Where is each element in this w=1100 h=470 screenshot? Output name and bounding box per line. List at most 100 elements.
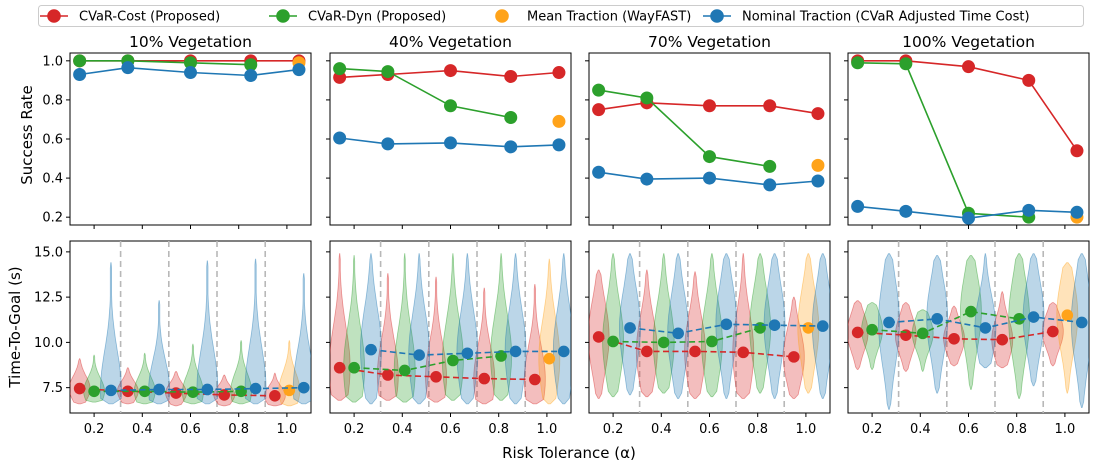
series-line — [857, 62, 1029, 218]
time-to-goal-panel-40-vegetation: 0.2 0.4 0.6 0.8 1.0 — [326, 240, 572, 437]
series-cvar-cost-proposed — [592, 96, 825, 121]
legend-frame — [38, 5, 1084, 27]
median-point — [447, 354, 459, 367]
data-point — [552, 66, 566, 80]
median-point — [430, 370, 442, 383]
y-tick-label: 0.2 — [42, 211, 63, 226]
axes-frame — [847, 52, 1090, 226]
violin — [635, 269, 658, 398]
medians-cvar-cost-proposed — [851, 325, 1059, 346]
median-point — [996, 333, 1009, 346]
median-point — [1047, 325, 1059, 338]
plot-area — [589, 241, 830, 413]
violins-cvar-cost-proposed — [330, 253, 546, 405]
series-nominal-traction-cvar-adjusted-time-cost — [851, 199, 1084, 225]
data-point — [504, 111, 518, 124]
violins-mean-traction-wayfast — [1056, 262, 1079, 394]
violin — [376, 273, 399, 401]
violin — [244, 258, 267, 405]
median-point — [398, 364, 411, 377]
violin — [490, 253, 513, 401]
data-point — [851, 199, 865, 213]
plot-area — [73, 54, 306, 82]
violin — [700, 253, 723, 398]
violins-nominal-traction-cvar-adjusted-time-cost — [360, 253, 571, 405]
median-point — [138, 385, 151, 398]
chart-panels: 1.0 0.8 0.6 0.4 0.2 10% Vegetation 40% Vegetat… — [34, 33, 1090, 437]
median-point — [235, 385, 247, 398]
medians-mean-traction-wayfast — [802, 322, 815, 334]
series-mean-traction-wayfast — [552, 114, 566, 128]
medians-mean-traction-wayfast — [283, 384, 296, 397]
data-point — [552, 114, 566, 128]
data-point — [899, 57, 913, 71]
data-point — [444, 99, 457, 113]
data-point — [763, 99, 777, 113]
legend: CVaR-Cost (Proposed) CVaR-Dyn (Proposed) M… — [38, 5, 1084, 27]
violin — [552, 253, 571, 405]
success-rate-panel-10-vegetation: 1.0 0.8 0.6 0.4 0.2 10% Vegetation — [42, 33, 312, 229]
x-tick-label: 0.8 — [228, 422, 249, 437]
violin — [524, 284, 546, 405]
median-point — [495, 350, 507, 362]
medians-mean-traction-wayfast — [1061, 309, 1074, 322]
x-tick-label: 0.2 — [344, 422, 365, 437]
legend-label: Mean Traction (WayFAST) — [527, 10, 691, 25]
data-point — [899, 204, 913, 218]
axes-frame — [69, 52, 312, 226]
x-tick-label: 0.4 — [910, 422, 931, 437]
data-point — [121, 61, 135, 75]
series-nominal-traction-cvar-adjusted-time-cost — [333, 131, 566, 154]
y-tick-label: 0.8 — [42, 93, 63, 108]
data-point — [504, 140, 518, 154]
violin — [425, 276, 447, 403]
median-point — [965, 305, 977, 318]
y-tick-label: 15.0 — [34, 245, 63, 260]
data-point — [811, 158, 825, 172]
median-point — [1061, 309, 1074, 322]
plot-area — [851, 54, 1084, 225]
success-rate-panel-40-vegetation: 40% Vegetation — [326, 33, 572, 229]
median-point — [73, 382, 86, 395]
violin — [1070, 253, 1089, 408]
data-point — [703, 150, 716, 164]
median-point — [851, 326, 864, 339]
data-point — [1070, 205, 1084, 219]
axes-frame — [69, 240, 312, 414]
data-point — [333, 62, 347, 76]
axes-frame — [329, 240, 572, 414]
median-point — [297, 381, 310, 394]
data-point — [763, 159, 777, 173]
median-point — [816, 320, 829, 332]
data-point — [444, 136, 457, 150]
y-tick-label: 1.0 — [42, 54, 63, 69]
median-point — [1075, 316, 1088, 329]
y-tick-label: 0.4 — [42, 172, 63, 187]
axes-frame — [588, 52, 831, 226]
panel-title: 40% Vegetation — [389, 33, 512, 51]
violin — [652, 253, 675, 394]
violins-nominal-traction-cvar-adjusted-time-cost — [100, 258, 311, 405]
x-tick-label: 0.8 — [1006, 422, 1027, 437]
median-point — [624, 322, 636, 334]
violins-cvar-dyn-proposed — [861, 253, 1030, 399]
legend-label: Nominal Traction (CVaR Adjusted Time Cos… — [742, 10, 1030, 25]
median-point — [201, 383, 214, 396]
violin — [393, 253, 416, 403]
data-point — [184, 66, 197, 80]
x-tick-label: 0.8 — [747, 422, 768, 437]
data-point — [1070, 144, 1084, 158]
y-tick-label: 12.5 — [34, 291, 63, 306]
panel-title: 100% Vegetation — [902, 33, 1035, 51]
violin — [991, 291, 1014, 369]
median-point — [478, 372, 491, 385]
median-point — [187, 386, 199, 398]
median-point — [802, 322, 815, 334]
data-point — [640, 172, 654, 186]
data-point — [592, 103, 606, 117]
legend-entry-mean-traction-wayfast: Mean Traction (WayFAST) — [495, 9, 691, 25]
violin — [1008, 253, 1030, 399]
series-line — [79, 60, 251, 66]
violin — [684, 271, 706, 399]
data-point — [851, 56, 865, 70]
